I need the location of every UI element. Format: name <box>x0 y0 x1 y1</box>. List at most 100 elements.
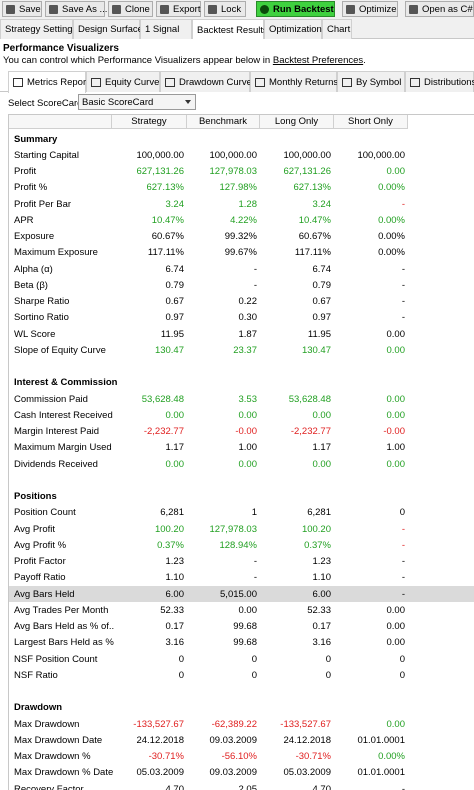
metric-row[interactable]: Dividends Received 0.00 0.00 0.00 0.00 <box>9 456 474 472</box>
metric-value: 53,628.48 <box>141 393 184 405</box>
toolbar-button[interactable]: Run Backtest <box>256 1 335 17</box>
heading: Performance Visualizers <box>3 43 119 54</box>
metric-value: 09.03.2009 <box>209 767 257 779</box>
metric-row[interactable]: Profit Per Bar 3.24 1.28 3.24 - <box>9 196 474 212</box>
visualizer-tab[interactable]: Metrics Report <box>8 71 89 93</box>
metric-row[interactable]: Avg Trades Per Month 52.33 0.00 52.33 0.00 <box>9 602 474 618</box>
visualizer-tab[interactable]: Monthly Returns <box>250 71 338 92</box>
metric-value: 01.01.0001 <box>357 767 405 779</box>
metric-row[interactable]: Profit 627,131.26 127,978.03 627,131.26 0.00 <box>9 164 474 180</box>
metric-row[interactable]: Alpha (α) 6.74 - 6.74 - <box>9 261 474 277</box>
metric-value: 0.00 <box>238 409 258 421</box>
button-icon <box>160 4 169 14</box>
metric-label: APR <box>14 214 34 226</box>
metric-value: 11.95 <box>160 328 184 340</box>
metric-value: - <box>253 263 257 275</box>
metric-row[interactable]: Max Drawdown % -30.71% -56.10% -30.71% 0.00% <box>9 749 474 765</box>
tab[interactable]: Backtest Results <box>192 19 268 40</box>
metric-label: Recovery Factor <box>14 783 84 790</box>
metric-value: 0 <box>251 653 257 665</box>
metric-row[interactable]: Commission Paid 53,628.48 3.53 53,628.48 0.0… <box>9 391 474 407</box>
visualizer-tab[interactable]: Distributions <box>405 71 474 92</box>
metric-value: 60.67% <box>151 231 184 243</box>
metric-row[interactable]: NSF Ratio 0 0 0 0 <box>9 667 474 683</box>
metric-label: Position Count <box>14 507 76 519</box>
metric-row[interactable]: Avg Bars Held 6.00 5,015.00 6.00 - <box>9 586 474 603</box>
button-icon <box>260 4 269 14</box>
section-row: Interest & Commission <box>9 375 474 391</box>
visualizer-tab[interactable]: By Symbol <box>337 71 405 92</box>
metric-row[interactable]: Profit Factor 1.23 - 1.23 - <box>9 554 474 570</box>
metric-value: 24.12.2018 <box>283 734 331 746</box>
metric-value: 1.00 <box>238 442 258 454</box>
metric-row[interactable]: WL Score 11.95 1.87 11.95 0.00 <box>9 326 474 342</box>
toolbar-button[interactable]: Clone <box>108 1 153 17</box>
column-header[interactable]: Long Only <box>260 115 334 129</box>
metric-row[interactable]: Maximum Exposure 117.11% 99.67% 117.11% 0.00… <box>9 245 474 261</box>
metric-row[interactable]: NSF Position Count 0 0 0 0 <box>9 651 474 667</box>
metric-value: 99.67% <box>224 247 257 259</box>
tab[interactable]: 1 Signal <box>140 19 192 39</box>
scorecard-select[interactable]: Basic ScoreCard <box>78 94 196 110</box>
button-icon <box>112 4 121 14</box>
metric-row[interactable]: Maximum Margin Used 1.17 1.00 1.17 1.00 <box>9 440 474 456</box>
metric-value: 05.03.2009 <box>136 767 184 779</box>
preferences-link[interactable]: Backtest Preferences <box>272 55 364 66</box>
tab[interactable]: Optimization <box>264 19 322 39</box>
metric-row[interactable]: Margin Interest Paid -2,232.77 -0.00 -2,232… <box>9 424 474 440</box>
metric-row[interactable]: Payoff Ratio 1.10 - 1.10 - <box>9 570 474 586</box>
tab[interactable]: Chart <box>322 19 352 39</box>
metric-value: 0.00 <box>312 409 332 421</box>
metric-row[interactable]: Position Count 6,281 1 6,281 0 <box>9 505 474 521</box>
toolbar-button[interactable]: Save As ... <box>45 1 108 17</box>
metric-row[interactable]: Profit % 627.13% 127.98% 627.13% 0.00% <box>9 180 474 196</box>
metric-value: 0.79 <box>312 279 332 291</box>
metric-row[interactable]: APR 10.47% 4.22% 10.47% 0.00% <box>9 212 474 228</box>
metric-value: 3.16 <box>165 637 185 649</box>
metric-row[interactable]: Beta (β) 0.79 - 0.79 - <box>9 277 474 293</box>
metric-label: Profit Per Bar <box>14 198 72 210</box>
metric-label: Payoff Ratio <box>14 572 66 584</box>
metric-row[interactable]: Sharpe Ratio 0.67 0.22 0.67 - <box>9 294 474 310</box>
metric-row[interactable]: Max Drawdown Date 24.12.2018 09.03.2009 24.… <box>9 732 474 748</box>
metric-row[interactable]: Avg Profit % 0.37% 128.94% 0.37% - <box>9 537 474 553</box>
metric-row[interactable]: Avg Bars Held as % of... 0.17 99.68 0.17 0.0… <box>9 619 474 635</box>
visualizer-tab[interactable]: Equity Curve <box>86 71 160 92</box>
metric-row[interactable]: Avg Profit 100.20 127,978.03 100.20 - <box>9 521 474 537</box>
metric-row[interactable]: Sortino Ratio 0.97 0.30 0.97 - <box>9 310 474 326</box>
metric-label: Maximum Margin Used <box>14 442 112 454</box>
metric-value: -56.10% <box>221 751 257 763</box>
column-header[interactable]: Strategy <box>112 115 187 129</box>
button-label: Clone <box>125 3 150 15</box>
metric-value: -0.00 <box>383 426 405 438</box>
metric-row[interactable]: Starting Capital 100,000.00 100,000.00 100,… <box>9 147 474 163</box>
metric-label: Max Drawdown % Date <box>14 767 114 779</box>
toolbar-button[interactable]: Lock <box>204 1 246 17</box>
toolbar-button[interactable]: Save <box>2 1 42 17</box>
button-label: Save As ... <box>62 3 108 15</box>
toolbar-button[interactable]: Open as C# <box>405 1 474 17</box>
metric-value: 100.20 <box>154 523 184 535</box>
visualizer-tab[interactable]: Drawdown Curve <box>160 71 252 92</box>
metric-row[interactable]: Max Drawdown -133,527.67 -62,389.22 -133,52… <box>9 716 474 732</box>
metric-row[interactable]: Cash Interest Received 0.00 0.00 0.00 0.00 <box>9 407 474 423</box>
metric-value: 3.16 <box>312 637 332 649</box>
metric-value: - <box>401 588 405 600</box>
metric-row[interactable]: Max Drawdown % Date 05.03.2009 09.03.2009 0… <box>9 765 474 781</box>
section-title: Interest & Commission <box>14 377 118 389</box>
metric-value: 3.24 <box>312 198 332 210</box>
button-label: Open as C# <box>422 3 473 15</box>
toolbar-button[interactable]: Optimize <box>342 1 398 17</box>
metric-row[interactable]: Largest Bars Held as %... 3.16 99.68 3.16 0.… <box>9 635 474 651</box>
tab[interactable]: Design Surface <box>73 19 143 39</box>
tab[interactable]: Strategy Settings <box>0 19 77 39</box>
metric-row[interactable]: Recovery Factor 4.70 2.05 4.70 - <box>9 781 474 790</box>
column-header[interactable]: Benchmark <box>187 115 260 129</box>
column-header[interactable]: Short Only <box>334 115 408 129</box>
metric-value: - <box>401 198 405 210</box>
metric-row[interactable]: Exposure 60.67% 99.32% 60.67% 0.00% <box>9 229 474 245</box>
metric-value: - <box>401 783 405 790</box>
metric-row[interactable]: Slope of Equity Curve 130.47 23.37 130.47 0.… <box>9 342 474 358</box>
metric-label: Slope of Equity Curve <box>14 344 106 356</box>
toolbar-button[interactable]: Export <box>156 1 201 17</box>
